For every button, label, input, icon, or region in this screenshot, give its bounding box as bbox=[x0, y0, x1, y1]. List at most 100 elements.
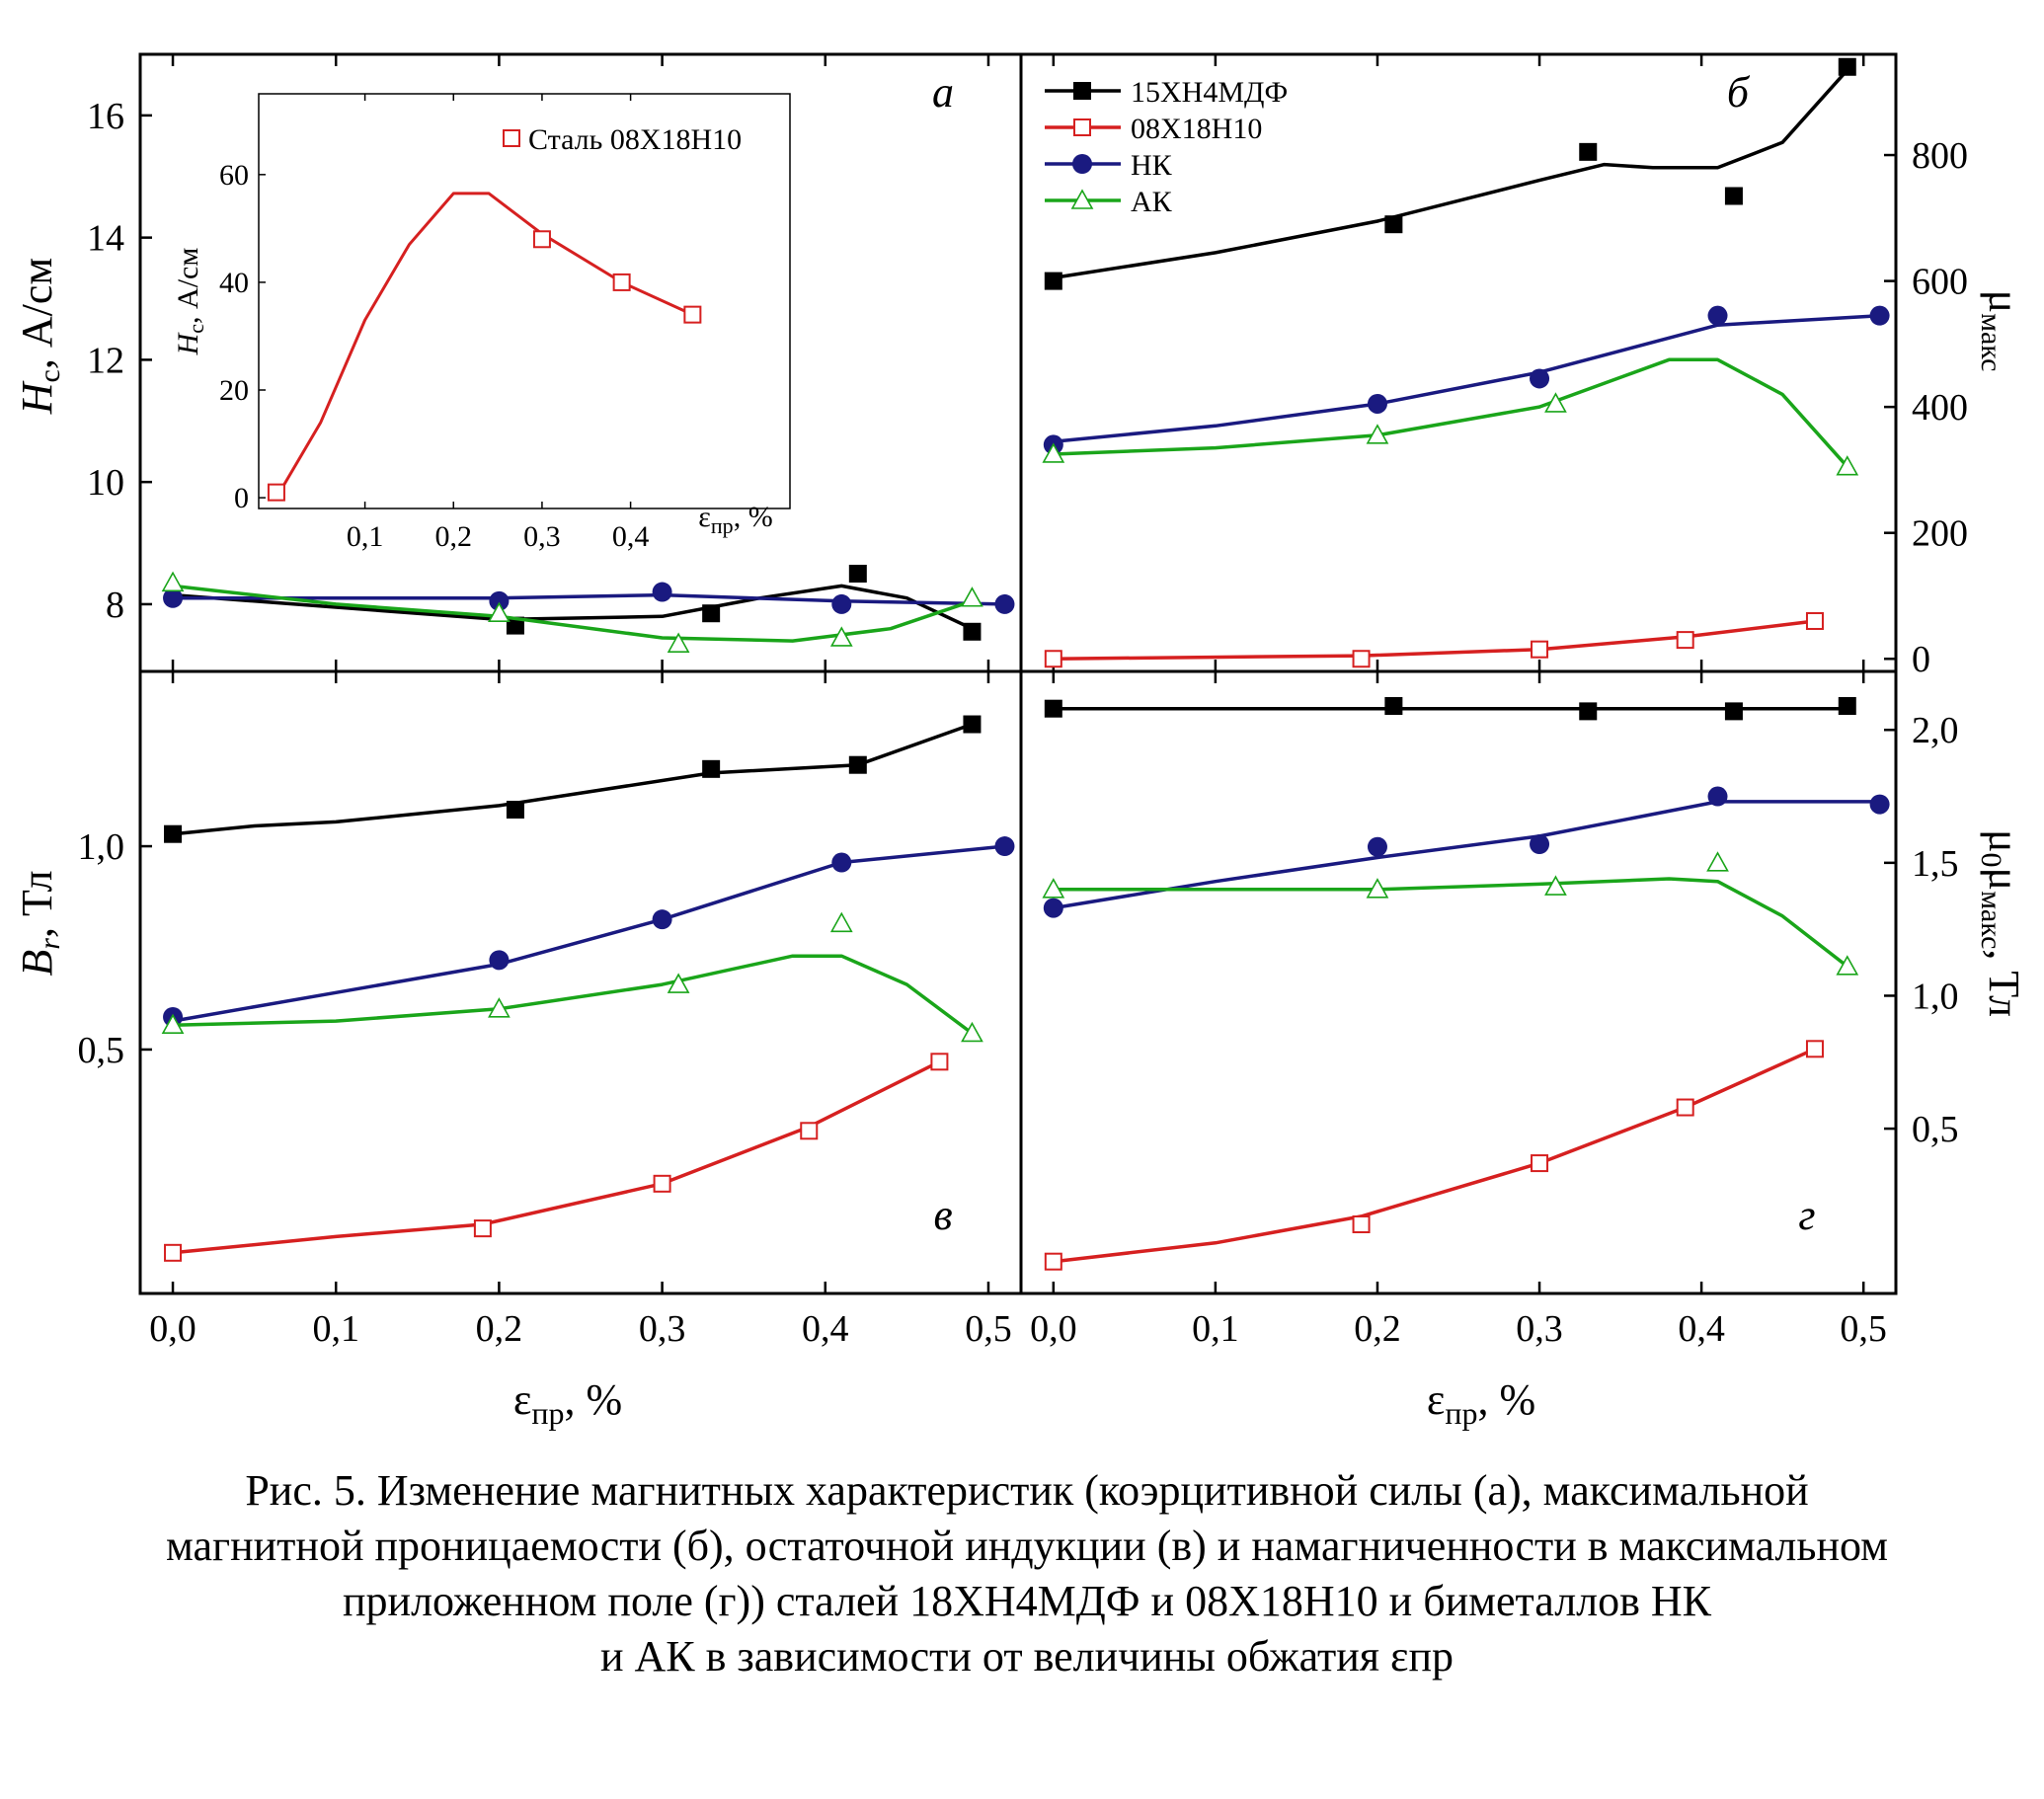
panel-g-series-НК-line bbox=[1053, 800, 1880, 910]
panel-v-series-15ХН4МДФ-point bbox=[848, 755, 867, 774]
panel-b-series-НК-point bbox=[1530, 368, 1550, 389]
panel-g-series-АК-point bbox=[1544, 875, 1567, 896]
panel-a-series-АК-point bbox=[488, 601, 511, 623]
panel-b-series-НК-line bbox=[1053, 313, 1880, 443]
caption-line-3: приложенном поле (г)) сталей 18ХН4МДФ и … bbox=[343, 1577, 1711, 1625]
panel-a-series-15ХН4МДФ-point bbox=[702, 604, 721, 623]
panel-b-series-АК-point bbox=[1042, 442, 1065, 463]
panel-a-ytick-label: 14 bbox=[87, 218, 124, 260]
panel-g-series-15ХН4МДФ-point bbox=[1384, 697, 1403, 715]
xlabel-right-eps: ε bbox=[1427, 1375, 1445, 1424]
panel-g-series-НК-point bbox=[1367, 836, 1387, 857]
panel-v bbox=[138, 669, 1023, 1295]
panel-g-series-08Х18Н10-point bbox=[1805, 1040, 1824, 1058]
panel-b-series-08Х18Н10-point bbox=[1531, 640, 1549, 659]
ylabel-g-sub: макс bbox=[1975, 891, 2007, 949]
panel-v-series-НК-point bbox=[652, 909, 672, 930]
panel-a-inset-ytick-label: 0 bbox=[234, 482, 249, 514]
panel-b-series-НК-point bbox=[1869, 305, 1890, 326]
xlabel-inset-sub: пр bbox=[711, 513, 734, 538]
panel-b-series-08Х18Н10-point bbox=[1805, 611, 1824, 630]
panel-v-frame bbox=[138, 669, 1023, 1295]
panel-v-series-НК-point bbox=[831, 852, 852, 873]
ylabel-v-symbol: B bbox=[13, 950, 61, 977]
panel-frames bbox=[138, 52, 1898, 1295]
xlabel-right-sub: пр bbox=[1445, 1395, 1477, 1431]
ylabel-b: μмакс bbox=[1975, 290, 2028, 372]
panel-b-series-15ХН4МДФ-line bbox=[1053, 68, 1849, 280]
panel-g-series-08Х18Н10-point bbox=[1044, 1252, 1062, 1271]
panel-v-series-НК-point bbox=[489, 950, 510, 971]
panel-g-series-АК-point bbox=[1366, 878, 1389, 899]
panel-a-inset-xtick-label: 0,3 bbox=[523, 520, 561, 553]
panel-v-series-08Х18Н10-point bbox=[653, 1174, 671, 1193]
panel-v-xtick-label: 0,0 bbox=[149, 1308, 197, 1350]
panel-g-series-08Х18Н10-point bbox=[1676, 1098, 1694, 1117]
caption-line-2: магнитной проницаемости (б), остаточной … bbox=[165, 1522, 1889, 1570]
legend-marker-НК bbox=[1072, 154, 1092, 174]
legend-marker-15ХН4МДФ bbox=[1073, 82, 1091, 100]
panel-b-series-15ХН4МДФ-point bbox=[1044, 272, 1062, 290]
panel-v-series-АК-point bbox=[961, 1021, 983, 1043]
ylabel-v: Br, Тл bbox=[13, 870, 66, 976]
panel-a-series-15ХН4МДФ-line bbox=[172, 584, 974, 631]
panel-b-series-АК-point bbox=[1544, 392, 1567, 413]
panel-v-xtick-label: 0,1 bbox=[312, 1308, 359, 1350]
xlabel-right: εпр, % bbox=[1427, 1375, 1535, 1431]
panel-a-inset-series-08Х18Н10-line bbox=[275, 192, 694, 499]
panel-g-xtick-label: 0,3 bbox=[1516, 1308, 1563, 1350]
panel-b-ytick-label: 600 bbox=[1912, 262, 1968, 303]
panel-v-series-15ХН4МДФ-line bbox=[172, 722, 973, 836]
panel-g bbox=[1019, 669, 1898, 1295]
panel-g-series-15ХН4МДФ-point bbox=[1724, 702, 1743, 721]
panel-v-series-15ХН4МДФ-point bbox=[164, 824, 183, 843]
panel-a-inset-xtick-label: 0,2 bbox=[435, 520, 473, 553]
panel-g-series-15ХН4МДФ-point bbox=[1044, 699, 1062, 718]
panel-a-inset-series-08Х18Н10-point bbox=[612, 273, 631, 291]
panel-g-ytick-label: 0,5 bbox=[1912, 1109, 1959, 1150]
panel-g-series-15ХН4МДФ-point bbox=[1838, 697, 1856, 715]
panel-v-xtick-label: 0,2 bbox=[476, 1308, 523, 1350]
panel-g-series-АК-point bbox=[1836, 955, 1859, 976]
panel-v-series-АК-point bbox=[488, 997, 511, 1018]
chart-text: 8 10 12 14 16 а 0 20 40 60 0,1 0,2 0,3 0,4 0 200 400 600 8… bbox=[13, 68, 2028, 1431]
panel-a-ytick-label: 10 bbox=[87, 462, 124, 504]
panel-v-series-08Х18Н10-point bbox=[473, 1219, 492, 1238]
panel-a-label: а bbox=[932, 68, 954, 117]
panel-b bbox=[1019, 52, 1898, 673]
panel-a-inset-ytick-label: 20 bbox=[219, 374, 249, 407]
panel-g-ytick-label: 2,0 bbox=[1912, 710, 1959, 751]
panel-g-xtick-label: 0,5 bbox=[1840, 1308, 1887, 1350]
panel-b-series-15ХН4МДФ-point bbox=[1838, 57, 1856, 76]
xlabel-inset-unit: , % bbox=[734, 501, 773, 533]
panel-g-xtick-label: 0,2 bbox=[1354, 1308, 1401, 1350]
ylabel-g-mu: μ bbox=[1980, 829, 2028, 853]
xlabel-left-sub: пр bbox=[531, 1395, 564, 1431]
ylabel-b-symbol: μ bbox=[1980, 290, 2028, 314]
panel-b-series-НК-point bbox=[1367, 393, 1387, 414]
panel-v-ytick-label: 0,5 bbox=[78, 1030, 125, 1071]
xlabel-inset: εпр, % bbox=[698, 501, 772, 538]
chart-series bbox=[161, 57, 1890, 1271]
legend-label-НК: НК bbox=[1131, 149, 1173, 182]
panel-a-series-АК-point bbox=[667, 632, 690, 653]
panel-g-ytick-label: 1,0 bbox=[1912, 976, 1959, 1017]
panel-v-series-08Х18Н10-point bbox=[164, 1243, 183, 1262]
legend-label-15ХН4МДФ: 15ХН4МДФ bbox=[1131, 76, 1288, 109]
panel-a-series-АК-point bbox=[961, 587, 983, 607]
panel-g-series-АК-point bbox=[1706, 851, 1729, 872]
panel-g-series-08Х18Н10-point bbox=[1531, 1154, 1549, 1173]
panel-a-series-НК-point bbox=[652, 582, 672, 602]
panel-v-xtick-label: 0,4 bbox=[802, 1308, 849, 1350]
panel-b-ytick-label: 200 bbox=[1912, 513, 1968, 555]
panel-v-series-08Х18Н10-point bbox=[930, 1053, 949, 1071]
panel-a-ytick-label: 8 bbox=[106, 585, 124, 626]
panel-v-series-15ХН4МДФ-point bbox=[702, 759, 721, 778]
panel-g-series-08Х18Н10-line bbox=[1053, 1047, 1816, 1264]
ylabel-a: Hc, А/см bbox=[13, 258, 66, 415]
panel-g-series-НК-point bbox=[1707, 786, 1728, 807]
panel-g-xtick-label: 0,0 bbox=[1030, 1308, 1077, 1350]
panel-b-series-АК-line bbox=[1053, 357, 1849, 468]
panel-a-inset-ytick-label: 60 bbox=[219, 159, 249, 192]
legend-marker-08Х18Н10 bbox=[1073, 118, 1091, 136]
